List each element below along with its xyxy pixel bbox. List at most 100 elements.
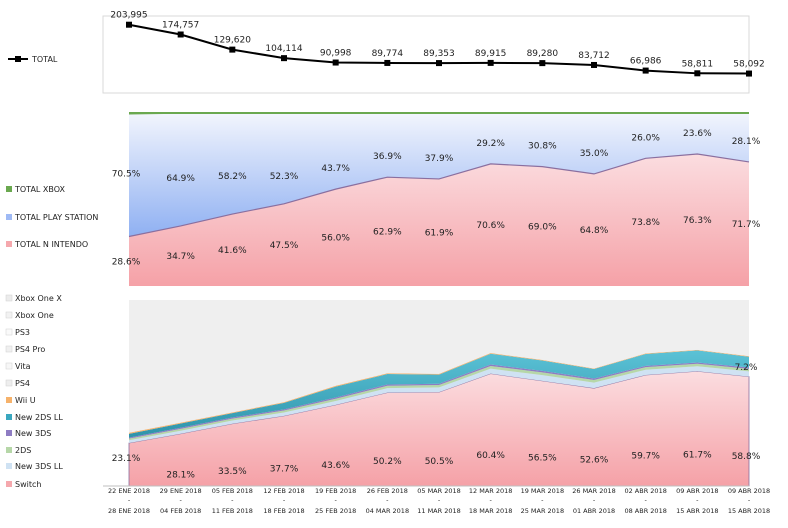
legend-label-total-play-station: TOTAL PLAY STATION [14,213,98,222]
data-label-playstation-10: 26.0% [631,133,660,143]
marker-total-10 [642,67,649,74]
legend-swatch-ps4 [5,379,13,387]
legend-label-wii-u: Wii U [15,396,36,405]
marker-total-0 [126,21,132,28]
x-tick-start-4: 19 FEB 2018 [315,487,356,495]
legend-swatch-xbox-one-x [5,294,13,302]
x-tick-end-6: 11 MAR 2018 [417,507,461,515]
x-tick-dash-9: - [593,496,596,504]
line-plot-frame [102,15,750,94]
data-label-switch-10: 59.7% [631,451,660,461]
x-tick-start-10: 02 ABR 2018 [624,487,666,495]
data-label-total-8: 89,280 [527,49,559,59]
legend-label-total-n-intendo: TOTAL N INTENDO [14,240,88,249]
x-tick-end-10: 08 ABR 2018 [624,507,666,515]
data-label-total-4: 90,998 [320,49,352,59]
legend-swatch-2ds [6,447,12,453]
x-tick-start-11: 09 ABR 2018 [676,487,718,495]
marker-total-8 [539,60,546,67]
data-label-switch-7: 60.4% [476,451,505,461]
legend-swatch-vita [5,362,13,370]
legend-swatch-new-3ds [6,430,12,436]
data-label-total-0: 203,995 [110,11,147,21]
x-tick-end-1: 04 FEB 2018 [160,507,201,515]
data-label-total-1: 174,757 [162,20,199,30]
data-label-total-5: 89,774 [372,49,404,59]
legend-label-ps4: PS4 [15,379,30,388]
data-label-playstation-8: 30.8% [528,142,557,152]
legend-swatch-ps3 [5,328,13,336]
legend-swatch-ps4-pro [5,345,13,353]
x-tick-dash-2: - [231,496,234,504]
x-tick-dash-7: - [489,496,492,504]
x-tick-start-3: 12 FEB 2018 [263,487,304,495]
marker-total-5 [384,59,391,66]
x-tick-end-8: 25 MAR 2018 [521,507,565,515]
x-tick-end-4: 25 FEB 2018 [315,507,356,515]
legend-swatch-wii-u [6,397,12,403]
x-tick-dash-8: - [541,496,544,504]
legend-swatch-xbox-one [5,311,13,319]
x-tick-dash-0: - [128,496,131,504]
data-label-total-3: 104,114 [265,44,302,54]
legend-label-new-3ds: New 3DS [15,429,51,438]
legend-swatch-total-n-intendo [6,241,12,247]
data-label-switch-8: 56.5% [528,453,557,463]
x-tick-start-6: 05 MAR 2018 [417,487,461,495]
x-tick-start-9: 26 MAR 2018 [572,487,616,495]
data-label-playstation-2: 58.2% [218,172,247,182]
data-label-total-11: 58,811 [682,59,714,69]
data-label-switch-4: 43.6% [321,461,350,471]
data-label-switch-11: 61.7% [683,450,712,460]
x-tick-end-9: 01 ABR 2018 [573,507,615,515]
legend-label-xbox-one: Xbox One [15,311,54,320]
data-label-total-7: 89,915 [475,49,507,59]
data-label-nintendo-4: 56.0% [321,234,350,244]
legend-swatch-new-3ds-ll [6,463,12,469]
data-label-playstation-5: 36.9% [373,152,402,162]
x-tick-dash-4: - [334,496,337,504]
data-label-playstation-7: 29.2% [476,139,505,149]
data-label-playstation-3: 52.3% [270,172,299,182]
data-label-total-10: 66,986 [630,57,662,67]
data-label-switch-9: 52.6% [580,456,609,466]
data-label-new-2ds-ll-last: 7.2% [735,363,758,373]
x-tick-end-3: 18 FEB 2018 [263,507,304,515]
area-new-2ds-ll [129,350,749,438]
legend-swatch-total-play-station [6,214,12,220]
data-label-nintendo-5: 62.9% [373,228,402,238]
legend-swatch-total-xbox [6,186,12,192]
x-tick-dash-5: - [386,496,389,504]
x-tick-start-1: 29 ENE 2018 [160,487,202,495]
legend-label-switch: Switch [15,480,41,489]
area-nintendo [129,154,749,286]
data-label-nintendo-2: 41.6% [218,246,247,256]
x-tick-dash-3: - [283,496,286,504]
data-label-total-6: 89,353 [423,49,455,59]
legend-label-vita: Vita [15,362,31,371]
x-tick-start-8: 19 MAR 2018 [521,487,565,495]
x-tick-end-5: 04 MAR 2018 [366,507,410,515]
data-label-playstation-4: 43.7% [321,164,350,174]
x-tick-start-12: 09 ABR 2018 [728,487,770,495]
data-label-switch-0: 23.1% [112,454,141,464]
legend-label-ps3: PS3 [15,328,30,337]
data-label-nintendo-11: 76.3% [683,216,712,226]
legend-swatch-new-2ds-ll [6,414,12,420]
data-label-switch-2: 33.5% [218,467,247,477]
data-label-total-9: 83,712 [578,51,610,61]
data-label-nintendo-0: 28.6% [112,257,141,267]
marker-total-2 [229,46,236,53]
data-label-playstation-11: 23.6% [683,129,712,139]
x-tick-end-12: 15 ABR 2018 [728,507,770,515]
legend-label-total: TOTAL [31,55,58,64]
data-label-playstation-9: 35.0% [580,149,609,159]
area-others [129,300,749,433]
data-label-nintendo-6: 61.9% [425,228,454,238]
data-label-nintendo-8: 69.0% [528,222,557,232]
data-label-playstation-1: 64.9% [166,174,195,184]
legend-label-total-xbox: TOTAL XBOX [14,185,66,194]
data-label-switch-6: 50.5% [425,457,454,467]
marker-total-6 [436,60,442,67]
